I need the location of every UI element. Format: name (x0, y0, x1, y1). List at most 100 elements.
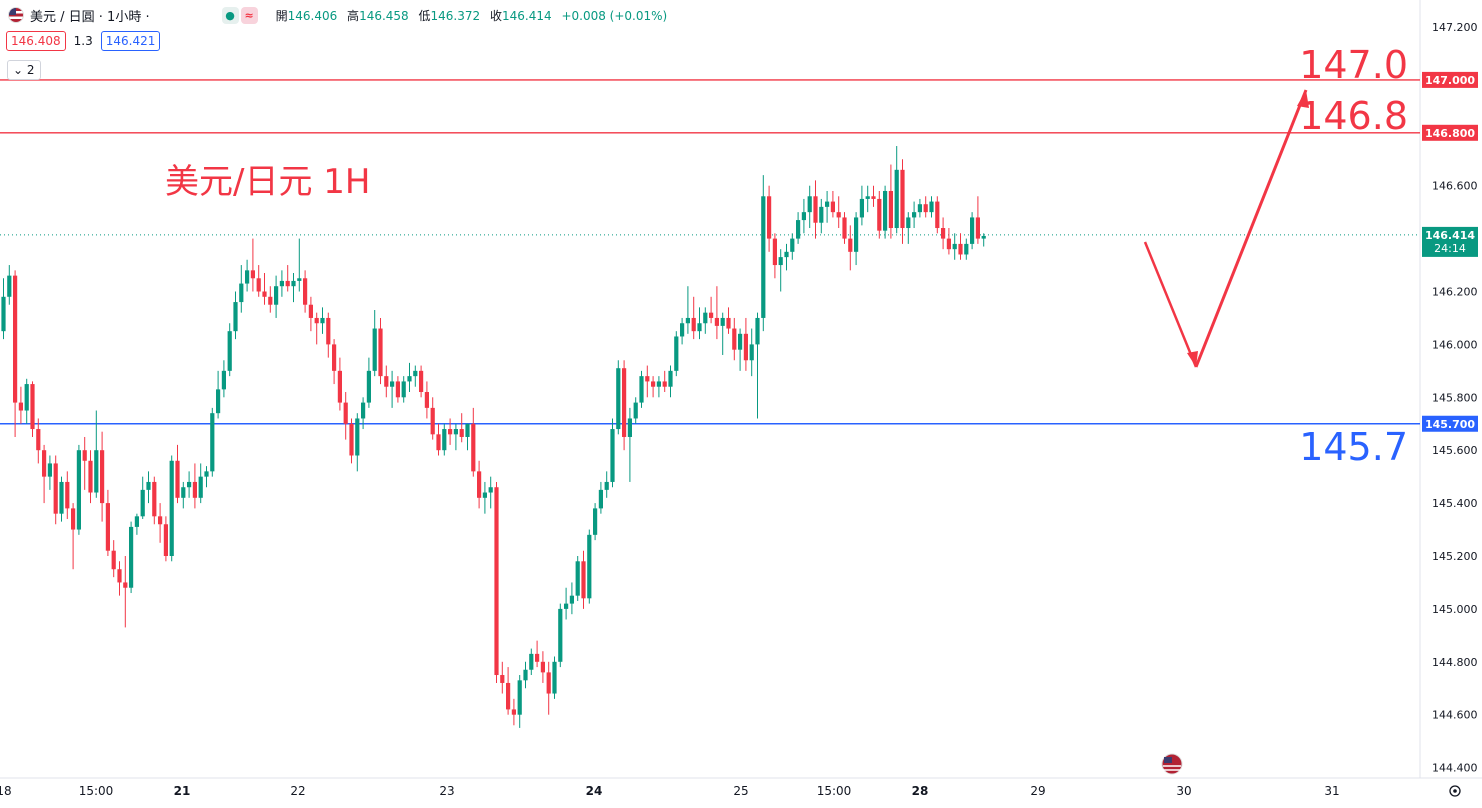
price-tick-label: 144.400 (1432, 762, 1478, 775)
price-tick-label: 145.800 (1432, 391, 1478, 404)
time-tick-label: 24 (586, 784, 603, 798)
candle-body (923, 204, 928, 213)
candle-body (848, 238, 853, 252)
candle-body (308, 304, 313, 318)
candle-body (738, 333, 743, 350)
candle-body (622, 368, 627, 437)
candle-body (616, 368, 621, 430)
candle-body (981, 235, 986, 239)
candle-body (343, 402, 348, 424)
time-tick-label: 22 (290, 784, 305, 798)
buy-button[interactable]: 146.421 (100, 31, 161, 51)
level-price-label: 146.8 (1299, 94, 1408, 138)
candle-body (970, 217, 975, 244)
level-price-label: 147.0 (1299, 43, 1408, 87)
candle-body (465, 423, 470, 437)
candle-body (424, 392, 429, 408)
candle-body (76, 450, 81, 530)
time-tick-label: 28 (912, 784, 929, 798)
candle-body (575, 561, 580, 596)
time-tick-label: 15:00 (817, 784, 852, 798)
settings-gear-icon[interactable] (1449, 785, 1461, 797)
price-tick-label: 146.200 (1432, 286, 1478, 299)
candle-body (372, 328, 377, 371)
price-tick-label: 145.400 (1432, 497, 1478, 510)
quote-row: 146.408 1.3 146.421 (6, 31, 161, 51)
candle-body (511, 709, 516, 715)
candle-body (668, 370, 673, 387)
indicators-collapse-button[interactable]: ⌄ 2 (7, 60, 41, 80)
candle-body (448, 429, 453, 435)
candle-body (419, 370, 424, 393)
market-status-icon[interactable]: ● (221, 6, 239, 24)
candle-body (639, 376, 644, 403)
candle-body (540, 661, 545, 673)
candle-body (975, 217, 980, 239)
forecast-arrow-up[interactable] (1194, 89, 1308, 368)
candle-body (685, 317, 690, 324)
candle-body (517, 680, 522, 715)
indicator-count: 2 (26, 63, 35, 77)
time-tick-label: 30 (1176, 784, 1191, 798)
candle-body (181, 487, 186, 498)
delayed-data-icon[interactable]: ≈ (240, 6, 258, 24)
level-axis-badge (1422, 124, 1478, 141)
time-tick-label: 15:00 (79, 784, 114, 798)
candle-body (1, 296, 6, 332)
candle-body (587, 534, 592, 599)
candle-body (830, 201, 835, 213)
price-tick-label: 146.000 (1432, 338, 1478, 351)
candle-body (105, 503, 110, 551)
candle-body (558, 608, 563, 662)
candle-body (250, 270, 255, 279)
candle-body (610, 429, 615, 482)
sell-button[interactable]: 146.408 (6, 31, 66, 51)
candle-body (47, 463, 52, 477)
candle-body (349, 423, 354, 456)
candle-body (366, 370, 371, 403)
candle-body (111, 550, 116, 570)
candle-body (917, 204, 922, 213)
candle-body (755, 317, 760, 345)
candle-body (233, 302, 238, 332)
candle-body (929, 201, 934, 213)
candle-body (703, 312, 708, 324)
candle-body (958, 243, 963, 255)
candle-body (477, 471, 482, 498)
candle-body (796, 220, 801, 239)
candle-body (836, 212, 841, 218)
candle-body (117, 569, 122, 583)
candle-body (627, 418, 632, 437)
level-axis-label: 145.700 (1425, 418, 1475, 431)
chevron-down-icon: ⌄ (13, 63, 24, 77)
candle-body (581, 561, 586, 599)
forecast-arrow-down[interactable] (1143, 241, 1198, 368)
candle-body (523, 669, 528, 681)
candle-body (140, 489, 145, 517)
candle-body (337, 370, 342, 403)
candle-body (691, 317, 696, 332)
candle-body (453, 429, 458, 435)
candle-body (900, 169, 905, 229)
candle-body (24, 384, 29, 411)
candle-body (198, 476, 203, 498)
candle-body (546, 672, 551, 694)
candle-body (604, 481, 609, 490)
candle-body (662, 381, 667, 387)
candle-body (169, 460, 174, 556)
symbol-title[interactable]: 美元 / 日圓 · 1小時 · (30, 9, 150, 25)
arrow-head-up-icon (1297, 90, 1309, 108)
candle-body (854, 217, 859, 252)
candle-body (239, 283, 244, 303)
candle-body (123, 582, 128, 588)
candle-body (152, 481, 157, 517)
candle-body (569, 595, 574, 604)
candle-body (42, 450, 47, 477)
price-tick-label: 145.600 (1432, 444, 1478, 457)
candle-body (216, 389, 221, 414)
candle-body (355, 418, 360, 456)
candle-body (303, 278, 308, 305)
low-label: 低 (418, 8, 431, 23)
